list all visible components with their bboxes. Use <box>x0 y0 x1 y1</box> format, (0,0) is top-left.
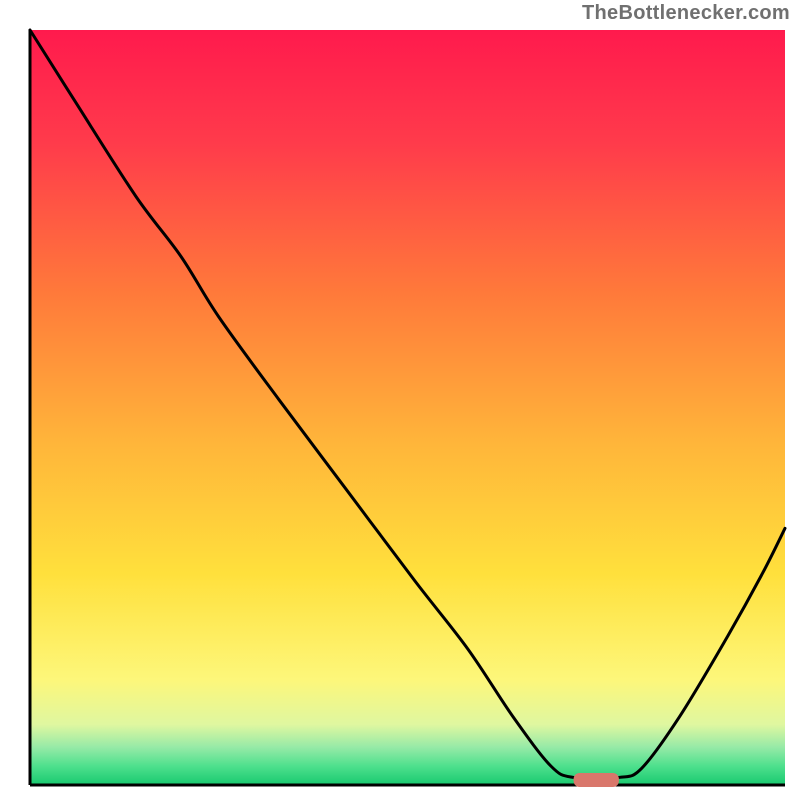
optimum-marker <box>574 773 619 787</box>
bottleneck-chart <box>0 0 800 800</box>
watermark-text: TheBottlenecker.com <box>582 2 790 25</box>
chart-container: TheBottlenecker.com <box>0 0 800 800</box>
gradient-background <box>30 30 785 785</box>
